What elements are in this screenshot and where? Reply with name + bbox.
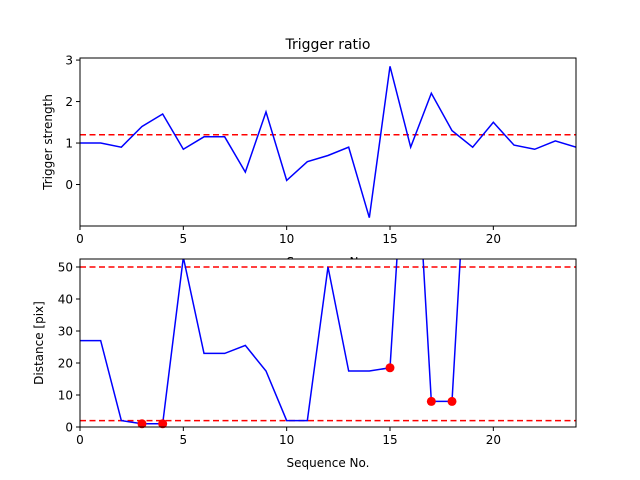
y-axis-label: Trigger strength <box>41 94 55 191</box>
y-tick-label: 20 <box>58 357 73 371</box>
x-tick-label: 10 <box>279 232 294 246</box>
x-tick-label: 10 <box>279 433 294 447</box>
y-tick-label: 0 <box>65 421 73 435</box>
y-tick-label: 40 <box>58 293 73 307</box>
marker-point <box>385 363 395 373</box>
marker-point <box>426 396 436 406</box>
x-tick-label: 0 <box>76 232 84 246</box>
plot-frame <box>79 258 577 428</box>
distance-panel: 0 5 10 15 20 0 10 20 30 40 50 Sequence No. Distance … <box>32 258 577 470</box>
x-tick-label: 5 <box>180 232 188 246</box>
plot-frame <box>79 57 577 227</box>
y-tick-label: 2 <box>65 95 73 109</box>
marker-point <box>158 419 168 429</box>
distance-panel-background <box>80 259 576 427</box>
series-line-0 <box>80 66 576 218</box>
y-tick-label: 0 <box>65 178 73 192</box>
y-axis-label: Distance [pix] <box>32 301 46 385</box>
y-tick-label: 3 <box>65 54 73 68</box>
chart-title: Trigger ratio <box>284 37 370 53</box>
x-tick-label: 20 <box>486 232 501 246</box>
marker-point <box>137 419 147 429</box>
y-tick-label: 1 <box>65 137 73 151</box>
y-tick-label: 10 <box>58 389 73 403</box>
y-tick-label: 30 <box>58 325 73 339</box>
marker-point <box>447 396 457 406</box>
x-tick-label: 20 <box>486 433 501 447</box>
x-tick-label: 5 <box>180 433 188 447</box>
x-tick-label: 15 <box>382 232 397 246</box>
x-axis-label: Sequence No. <box>287 456 370 470</box>
y-tick-label: 50 <box>58 261 73 275</box>
x-tick-label: 0 <box>76 433 84 447</box>
x-tick-label: 15 <box>382 433 397 447</box>
